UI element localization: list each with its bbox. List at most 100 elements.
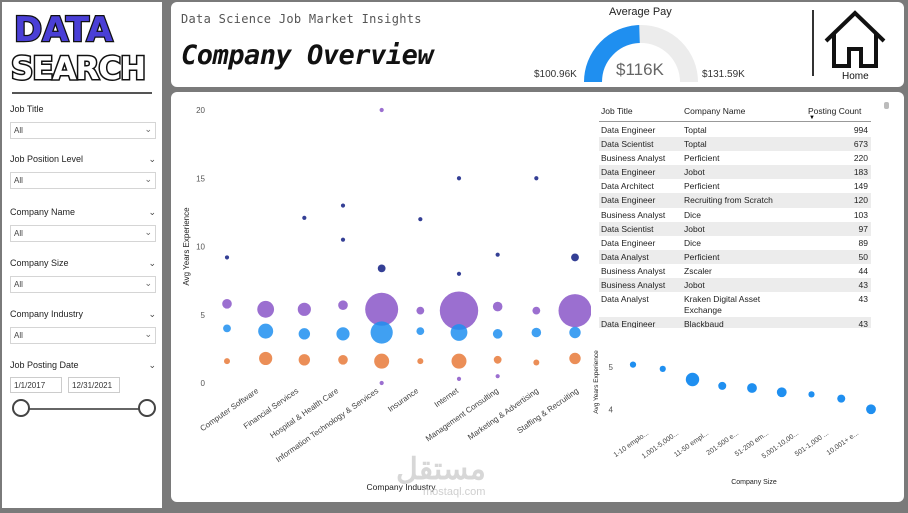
data-point[interactable]	[569, 326, 581, 339]
chevron-down-icon[interactable]: ⌄	[148, 309, 156, 319]
data-point[interactable]	[534, 176, 539, 181]
table-row[interactable]: Business Analyst Perficient 220	[599, 151, 871, 165]
data-point[interactable]	[374, 353, 390, 369]
chevron-down-icon[interactable]: ⌄	[148, 258, 156, 268]
data-point[interactable]	[533, 359, 540, 366]
slider-start-handle[interactable]	[12, 399, 30, 417]
data-point[interactable]	[569, 352, 581, 365]
table-row[interactable]: Data Analyst Perficient 50	[599, 249, 871, 264]
data-point[interactable]	[379, 107, 384, 113]
table-row[interactable]: Data Engineer Recruiting from Scratch 120	[599, 193, 871, 208]
data-point[interactable]	[808, 391, 815, 398]
filter-dropdown[interactable]: All ⌄	[10, 225, 156, 242]
table-row[interactable]: Data Engineer Jobot 183	[599, 165, 871, 180]
data-point[interactable]	[297, 302, 311, 316]
home-icon[interactable]	[822, 8, 888, 70]
data-point[interactable]	[224, 358, 230, 365]
filter-dropdown[interactable]: All ⌄	[10, 172, 156, 189]
table-row[interactable]: Business Analyst Dice 103	[599, 208, 871, 222]
data-point[interactable]	[492, 301, 503, 312]
data-point[interactable]	[532, 306, 541, 315]
start-date-input[interactable]: 1/1/2017	[10, 377, 62, 393]
data-point[interactable]	[302, 215, 307, 220]
data-point[interactable]	[258, 323, 274, 339]
data-point[interactable]	[418, 217, 423, 222]
data-point[interactable]	[416, 306, 425, 315]
data-point[interactable]	[298, 328, 311, 340]
data-point[interactable]	[340, 203, 346, 208]
data-point[interactable]	[492, 329, 503, 339]
data-point[interactable]	[571, 253, 579, 262]
y-tick-label: 10	[196, 243, 205, 252]
y-tick-label: 5	[609, 363, 614, 372]
data-point[interactable]	[224, 255, 230, 260]
table-row[interactable]: Data Engineer Blackbaud 43	[599, 317, 871, 328]
data-point[interactable]	[866, 404, 876, 415]
data-point[interactable]	[338, 300, 348, 310]
data-point[interactable]	[837, 394, 846, 403]
y-tick-label: 0	[201, 379, 206, 388]
data-point[interactable]	[340, 237, 346, 242]
data-point[interactable]	[450, 324, 468, 341]
data-point[interactable]	[377, 264, 386, 273]
end-date-input[interactable]: 12/31/2021	[68, 377, 120, 393]
filter-dropdown[interactable]: All ⌄	[10, 122, 156, 139]
data-point[interactable]	[495, 252, 500, 257]
data-point[interactable]	[776, 387, 787, 398]
table-row[interactable]: Data Scientist Toptal 673	[599, 137, 871, 152]
filter-dropdown[interactable]: All ⌄	[10, 276, 156, 293]
chevron-down-icon[interactable]: ⌄	[148, 360, 156, 370]
data-point[interactable]	[685, 372, 700, 387]
data-point[interactable]	[493, 355, 502, 364]
data-point[interactable]	[257, 300, 275, 318]
data-point[interactable]	[416, 327, 425, 336]
table-row[interactable]: Data Analyst Kraken Digital Asset Exchang…	[599, 292, 871, 317]
cell-job-title: Data Scientist	[601, 223, 654, 234]
data-point[interactable]	[718, 381, 727, 390]
data-point[interactable]	[456, 376, 462, 382]
data-point[interactable]	[439, 291, 479, 330]
data-point[interactable]	[451, 353, 467, 369]
data-point[interactable]	[298, 354, 311, 366]
data-point[interactable]	[629, 361, 637, 368]
data-point[interactable]	[659, 365, 666, 372]
data-point[interactable]	[223, 324, 231, 333]
data-point[interactable]	[338, 354, 348, 365]
table-row[interactable]: Data Scientist Jobot 97	[599, 221, 871, 236]
chevron-down-icon[interactable]: ⌄	[148, 154, 156, 164]
chevron-down-icon[interactable]: ⌄	[148, 207, 156, 217]
data-point[interactable]	[558, 294, 592, 328]
filter-dropdown[interactable]: All ⌄	[10, 327, 156, 344]
data-point[interactable]	[531, 327, 542, 338]
data-point[interactable]	[379, 380, 384, 386]
data-point[interactable]	[259, 351, 273, 366]
table-row[interactable]: Business Analyst Zscaler 44	[599, 264, 871, 278]
filter-value: All	[14, 280, 23, 289]
cell-job-title: Data Engineer	[601, 237, 656, 248]
col-header-company-name[interactable]: Company Name	[684, 106, 746, 116]
data-point[interactable]	[495, 374, 500, 379]
table-row[interactable]: Data Engineer Dice 89	[599, 236, 871, 250]
data-point[interactable]	[417, 358, 424, 365]
slider-end-handle[interactable]	[138, 399, 156, 417]
home-button-label[interactable]: Home	[842, 71, 869, 82]
data-point[interactable]	[365, 292, 399, 326]
data-point[interactable]	[336, 327, 350, 341]
filter-3: Company Size ⌄ All ⌄	[10, 258, 158, 293]
data-search-logo: DATA SEARCH	[10, 9, 148, 84]
data-point[interactable]	[456, 271, 462, 276]
data-point[interactable]	[747, 383, 757, 393]
data-point[interactable]	[222, 299, 232, 309]
col-header-job-title[interactable]: Job Title	[601, 106, 633, 116]
table-scrollbar[interactable]	[884, 102, 889, 109]
cell-company-name: Jobot	[684, 223, 705, 234]
date-range-slider[interactable]	[22, 408, 148, 410]
table-row[interactable]: Business Analyst Jobot 43	[599, 278, 871, 293]
data-point[interactable]	[456, 176, 462, 181]
table-row[interactable]: Data Engineer Toptal 994	[599, 123, 871, 137]
data-point[interactable]	[370, 321, 393, 344]
table-row[interactable]: Data Architect Perficient 149	[599, 179, 871, 193]
col-header-posting-count[interactable]: Posting Count	[808, 106, 862, 116]
cell-posting-count: 103	[853, 209, 868, 220]
